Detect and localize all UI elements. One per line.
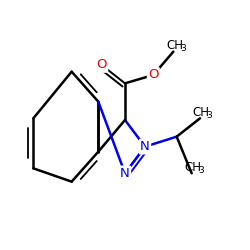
- Text: O: O: [96, 58, 107, 71]
- Text: CH: CH: [184, 160, 202, 173]
- Text: O: O: [148, 68, 158, 82]
- Text: N: N: [120, 167, 130, 180]
- Text: N: N: [140, 140, 150, 153]
- Text: 3: 3: [180, 44, 186, 53]
- Text: CH: CH: [166, 39, 183, 52]
- Text: 3: 3: [207, 111, 212, 120]
- Text: 3: 3: [198, 166, 204, 175]
- Text: CH: CH: [193, 106, 210, 118]
